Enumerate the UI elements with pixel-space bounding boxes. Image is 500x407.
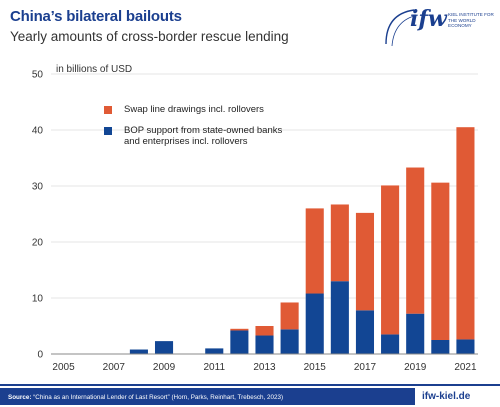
bar-bop-2015 [305, 293, 324, 354]
bar-swap-2017 [355, 212, 375, 311]
bar-bop-2014 [280, 329, 299, 354]
bar-bop-2017 [355, 310, 375, 354]
x-tick-label: 2021 [454, 362, 477, 373]
bar-swap-2018 [381, 185, 400, 335]
bar-bop-2008 [129, 349, 148, 354]
bar-bop-2019 [406, 313, 425, 354]
y-tick-label: 0 [37, 350, 43, 361]
bar-bop-2016 [330, 281, 349, 354]
globe-arc-icon [385, 9, 419, 47]
legend-label-bop: BOP support from state-owned banks and e… [124, 125, 283, 147]
bar-bop-2018 [381, 334, 400, 354]
logo-name: KIEL INSTITUTE FOR THE WORLD ECONOMY [448, 12, 494, 29]
footer: Source: “China as an International Lende… [0, 384, 500, 407]
site-link[interactable]: ifw-kiel.de [422, 391, 471, 402]
y-tick-label: 30 [32, 182, 44, 193]
x-tick-label: 2019 [404, 362, 427, 373]
bar-swap-2015 [305, 208, 324, 294]
source-bar: Source: “China as an International Lende… [0, 388, 415, 405]
y-axis-unit-label: in billions of USD [56, 64, 133, 75]
bar-chart: 0 10 20 30 40 50 2005 2007 2009 2011 2013 2015 2017 2… [32, 70, 478, 373]
x-tick-label: 2009 [153, 362, 176, 373]
bar-swap-2013 [255, 326, 274, 336]
bar-swap-2016 [330, 204, 349, 282]
x-tick-label: 2015 [304, 362, 327, 373]
y-tick-label: 40 [32, 126, 44, 137]
logo-mark: ifw [410, 6, 447, 32]
y-tick-label: 10 [32, 294, 44, 305]
legend-item-swap: Swap line drawings incl. rollovers [104, 104, 294, 115]
ifw-logo: ifw KIEL INSTITUTE FOR THE WORLD ECONOMY [380, 6, 494, 50]
x-tick-label: 2005 [52, 362, 75, 373]
x-tick-label: 2011 [204, 362, 226, 373]
x-tick-label: 2013 [253, 362, 276, 373]
bar-bop-2021 [456, 339, 475, 354]
chart-title: China’s bilateral bailouts [10, 8, 182, 25]
chart-legend: Swap line drawings incl. rollovers BOP s… [104, 104, 294, 157]
bar-swap-2014 [280, 302, 299, 330]
y-tick-label: 50 [32, 70, 44, 81]
legend-item-bop: BOP support from state-owned banks and e… [104, 125, 294, 147]
legend-label-swap: Swap line drawings incl. rollovers [124, 104, 264, 115]
bar-bop-2011 [205, 348, 224, 354]
bar-swap-2019 [406, 167, 425, 314]
bar-bop-2020 [431, 340, 450, 354]
legend-swatch-bop [104, 127, 112, 135]
bar-bop-2013 [255, 335, 274, 354]
bar-swap-2020 [431, 182, 450, 340]
source-text: Source: “China as an International Lende… [8, 394, 284, 401]
legend-swatch-swap [104, 106, 112, 114]
bar-bop-2009 [154, 341, 174, 354]
bar-swap-2021 [456, 127, 475, 340]
x-tick-label: 2007 [103, 362, 126, 373]
chart-subtitle: Yearly amounts of cross-border rescue le… [10, 29, 289, 44]
x-tick-label: 2017 [354, 362, 377, 373]
bar-swap-2012 [230, 328, 249, 331]
bar-bop-2012 [230, 330, 249, 354]
y-tick-label: 20 [32, 238, 44, 249]
